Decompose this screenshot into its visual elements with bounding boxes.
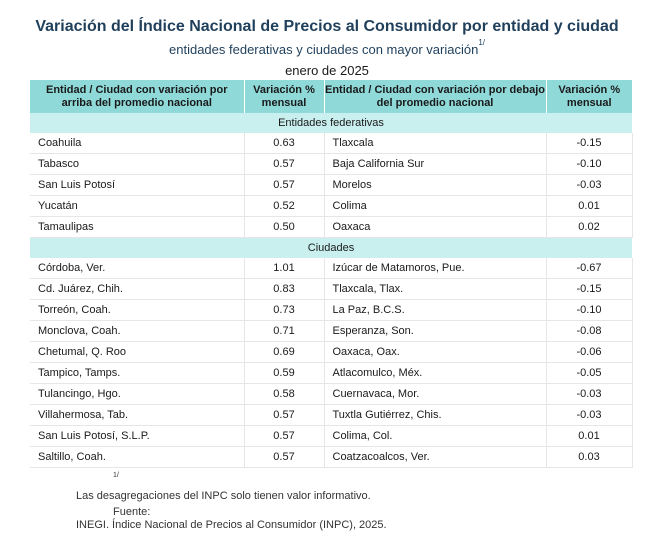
section-row-cities: Ciudades xyxy=(30,237,632,258)
above-value-cell: 0.58 xyxy=(243,383,325,405)
table-row: Tampico, Tamps. 0.59 Atlacomulco, Méx. -0.0… xyxy=(30,362,633,384)
above-value-cell: 0.57 xyxy=(243,174,325,196)
below-name-cell: Esperanza, Son. xyxy=(324,320,546,342)
below-value-cell: -0.03 xyxy=(545,174,633,196)
below-value-cell: 0.03 xyxy=(545,446,633,468)
table-body: Entidades federativas Coahuila 0.63 Tlaxca… xyxy=(30,113,633,468)
header-below-variation: Variación % mensual xyxy=(545,80,632,113)
below-value-cell: -0.10 xyxy=(545,299,633,321)
inpc-table: Entidad / Ciudad con variación por arrib… xyxy=(30,80,633,468)
below-name-cell: Baja California Sur xyxy=(324,153,546,175)
footnote-mark: 1/ xyxy=(113,472,119,479)
above-name-cell: Tulancingo, Hgo. xyxy=(30,383,244,405)
period-label: enero de 2025 xyxy=(285,63,369,78)
above-name-cell: Tamaulipas xyxy=(30,216,244,238)
table-header-row: Entidad / Ciudad con variación por arrib… xyxy=(30,80,632,113)
below-value-cell: 0.01 xyxy=(545,195,633,217)
below-name-cell: Colima xyxy=(324,195,546,217)
table-row: San Luis Potosí 0.57 Morelos -0.03 xyxy=(30,174,633,196)
above-name-cell: Coahuila xyxy=(30,133,244,154)
subtitle: entidades federativas y ciudades con may… xyxy=(0,38,654,57)
table-row: Tabasco 0.57 Baja California Sur -0.10 xyxy=(30,153,633,175)
below-name-cell: Tlaxcala, Tlax. xyxy=(324,278,546,300)
section-label-cities: Ciudades xyxy=(30,237,632,258)
below-name-cell: Colima, Col. xyxy=(324,425,546,447)
table-row: Cd. Juárez, Chih. 0.83 Tlaxcala, Tlax. -0.1… xyxy=(30,278,633,300)
below-value-cell: -0.08 xyxy=(545,320,633,342)
above-value-cell: 0.57 xyxy=(243,404,325,426)
above-name-cell: Chetumal, Q. Roo xyxy=(30,341,244,363)
below-value-cell: -0.03 xyxy=(545,404,633,426)
above-name-cell: Torreón, Coah. xyxy=(30,299,244,321)
section-row-states: Entidades federativas xyxy=(30,113,632,133)
below-value-cell: -0.10 xyxy=(545,153,633,175)
header-above-variation: Variación % mensual xyxy=(243,80,324,113)
below-name-cell: Tlaxcala xyxy=(324,133,546,154)
below-value-cell: -0.05 xyxy=(545,362,633,384)
table-row: Tulancingo, Hgo. 0.58 Cuernavaca, Mor. -0.0… xyxy=(30,383,633,405)
below-value-cell: -0.06 xyxy=(545,341,633,363)
above-name-cell: Yucatán xyxy=(30,195,244,217)
above-value-cell: 0.69 xyxy=(243,341,325,363)
above-value-cell: 0.71 xyxy=(243,320,325,342)
subtitle-text: entidades federativas y ciudades con may… xyxy=(169,42,479,57)
above-name-cell: San Luis Potosí xyxy=(30,174,244,196)
below-value-cell: 0.02 xyxy=(545,216,633,238)
table-row: San Luis Potosí, S.L.P. 0.57 Colima, Col. 0… xyxy=(30,425,633,447)
below-value-cell: -0.03 xyxy=(545,383,633,405)
above-name-cell: Córdoba, Ver. xyxy=(30,258,244,279)
below-name-cell: Izúcar de Matamoros, Pue. xyxy=(324,258,546,279)
above-value-cell: 0.73 xyxy=(243,299,325,321)
table-row: Yucatán 0.52 Colima 0.01 xyxy=(30,195,633,217)
table-row: Torreón, Coah. 0.73 La Paz, B.C.S. -0.10 xyxy=(30,299,633,321)
below-value-cell: -0.15 xyxy=(545,133,633,154)
header-above-entity: Entidad / Ciudad con variación por arrib… xyxy=(30,80,244,113)
section-label-states: Entidades federativas xyxy=(30,113,632,133)
above-value-cell: 0.52 xyxy=(243,195,325,217)
table-row: Villahermosa, Tab. 0.57 Tuxtla Gutiérrez, … xyxy=(30,404,633,426)
above-value-cell: 0.50 xyxy=(243,216,325,238)
table-row: Coahuila 0.63 Tlaxcala -0.15 xyxy=(30,133,633,154)
above-name-cell: Cd. Juárez, Chih. xyxy=(30,278,244,300)
above-value-cell: 0.57 xyxy=(243,153,325,175)
below-name-cell: La Paz, B.C.S. xyxy=(324,299,546,321)
subtitle-footnote-ref: 1/ xyxy=(478,38,485,47)
source-label: Fuente: xyxy=(113,506,151,518)
below-name-cell: Oaxaca xyxy=(324,216,546,238)
table-row: Monclova, Coah. 0.71 Esperanza, Son. -0.08 xyxy=(30,320,633,342)
above-name-cell: Saltillo, Coah. xyxy=(30,446,244,468)
table-row: Saltillo, Coah. 0.57 Coatzacoalcos, Ver. 0.… xyxy=(30,446,633,468)
below-name-cell: Coatzacoalcos, Ver. xyxy=(324,446,546,468)
below-value-cell: -0.67 xyxy=(545,258,633,279)
below-value-cell: 0.01 xyxy=(545,425,633,447)
above-name-cell: Villahermosa, Tab. xyxy=(30,404,244,426)
table-row: Tamaulipas 0.50 Oaxaca 0.02 xyxy=(30,216,633,238)
above-name-cell: Tabasco xyxy=(30,153,244,175)
below-name-cell: Atlacomulco, Méx. xyxy=(324,362,546,384)
below-name-cell: Morelos xyxy=(324,174,546,196)
above-name-cell: Monclova, Coah. xyxy=(30,320,244,342)
below-name-cell: Tuxtla Gutiérrez, Chis. xyxy=(324,404,546,426)
table-row: Chetumal, Q. Roo 0.69 Oaxaca, Oax. -0.06 xyxy=(30,341,633,363)
above-value-cell: 0.83 xyxy=(243,278,325,300)
below-value-cell: -0.15 xyxy=(545,278,633,300)
above-value-cell: 0.57 xyxy=(243,425,325,447)
above-value-cell: 1.01 xyxy=(243,258,325,279)
above-name-cell: San Luis Potosí, S.L.P. xyxy=(30,425,244,447)
source-text: INEGI. Índice Nacional de Precios al Con… xyxy=(76,519,387,531)
header-below-entity: Entidad / Ciudad con variación por debaj… xyxy=(323,80,546,113)
page-title: Variación del Índice Nacional de Precios… xyxy=(35,18,619,35)
below-name-cell: Oaxaca, Oax. xyxy=(324,341,546,363)
above-value-cell: 0.59 xyxy=(243,362,325,384)
below-name-cell: Cuernavaca, Mor. xyxy=(324,383,546,405)
above-value-cell: 0.63 xyxy=(243,133,325,154)
above-name-cell: Tampico, Tamps. xyxy=(30,362,244,384)
footnote-text: Las desagregaciones del INPC solo tienen… xyxy=(76,490,371,502)
above-value-cell: 0.57 xyxy=(243,446,325,468)
table-row: Córdoba, Ver. 1.01 Izúcar de Matamoros, Pu… xyxy=(30,258,633,279)
